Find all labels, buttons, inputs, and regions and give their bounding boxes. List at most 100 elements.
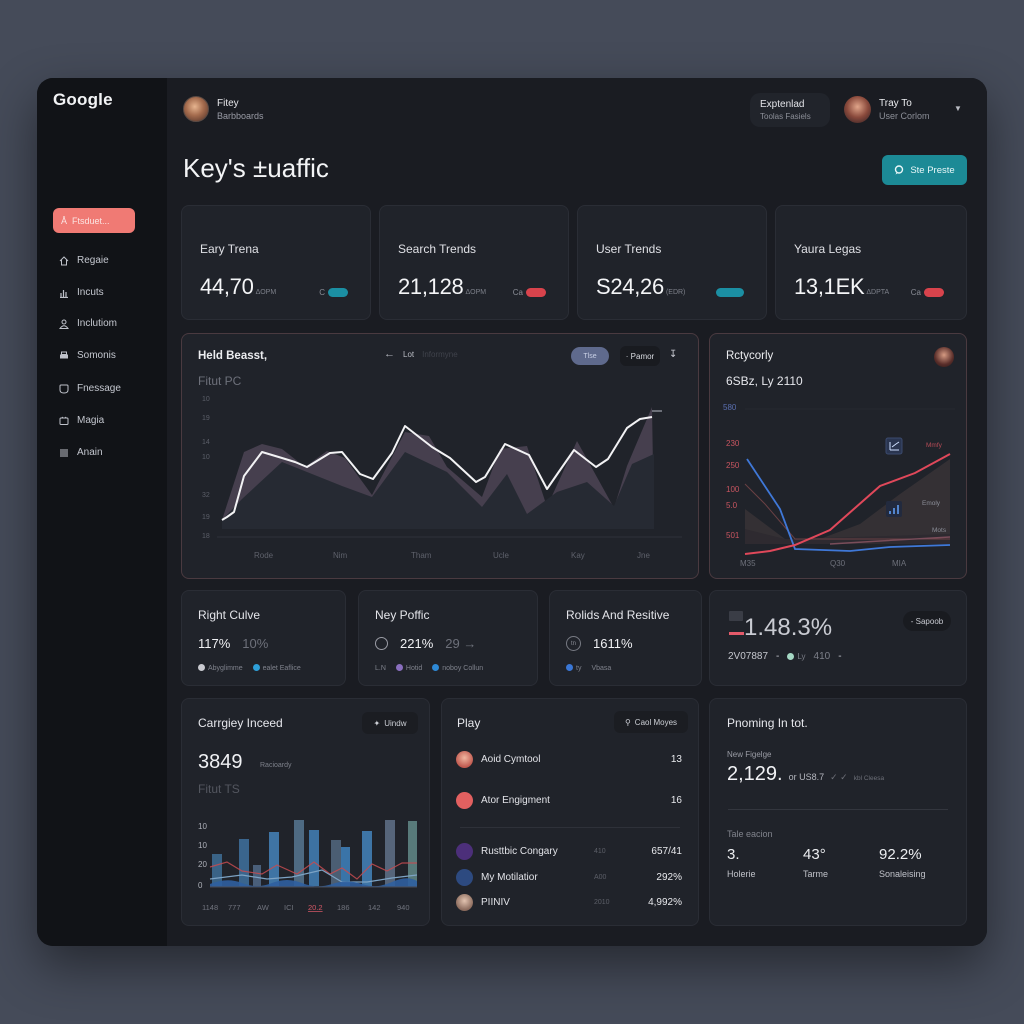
motivation-icon [456,869,473,886]
window-label: Uindw [384,718,407,728]
sidebar-item-label: Anain [77,447,103,458]
legend-item: Hotid [395,664,422,672]
kpi-number: 13,1EK [794,274,865,299]
metric-card[interactable]: Ney Poffic 221% 29 → L.N Hotid noboy Col… [358,590,538,686]
sidebar-item-incuts[interactable]: Incuts [59,287,104,298]
kpi-card[interactable]: Search Trends 21,128 ΔOPM Ca [379,205,569,320]
sub-right: 410 [813,651,831,662]
item-name: My Motilatior [481,872,538,883]
kpi-unit: ΔOPM [255,289,277,296]
toggle-label: Ca [910,288,921,297]
kpi-toggle[interactable] [716,288,744,297]
chat-bubble-icon [895,165,904,175]
metric-card[interactable]: Rolids And Resitive tn 1611% ty Vbasa [549,590,702,686]
sidebar-item-anain[interactable]: Anain [59,447,103,458]
metric-card[interactable]: Right Culve 117% 10% Abyglimme ealet Eaf… [181,590,346,686]
avatar[interactable] [934,347,954,367]
area-chart: 10 19 14 10 32 19 18 Rode Nim Tham Uc [202,396,682,560]
kpi-card[interactable]: Eary Trena 44,70 ΔOPM C [181,205,371,320]
page-title: Key's ±uaffic [183,153,329,183]
sidebar-item-regaie[interactable]: Regaie [59,255,109,266]
svg-text:20.2: 20.2 [308,903,323,912]
svg-text:Emoly: Emoly [922,500,941,507]
svg-text:10: 10 [202,454,210,461]
search-icon: ⚲ [624,717,631,727]
arrow-left-icon[interactable]: ← [384,348,395,360]
svg-text:777: 777 [228,903,241,912]
sidebar-item-fnessage[interactable]: Fnessage [59,383,121,394]
brand-logo[interactable]: Google [53,90,113,109]
promo-stats-card: Pnoming In tot. New Figelge 2,129. or US… [709,698,967,926]
bar-card-value-label: Racioardy [260,762,292,769]
search-button[interactable]: ⚲ Caol Moyes [614,711,688,733]
legend-item: ealet Eaflice [252,664,301,672]
kpi-card[interactable]: User Trends S24,26 (EDR) [577,205,767,320]
period-button[interactable]: - Sapoob [903,611,951,631]
item-name: PIINIV [481,897,510,908]
list-item[interactable]: Aoid Cymtool 13 [456,751,682,768]
sidebar-item-label: Incuts [77,287,104,298]
svg-text:100: 100 [726,485,740,494]
metric-secondary: 29 → [445,636,477,651]
extension-button[interactable]: Exptenlad Toolas Fasiels [750,93,830,127]
kpi-toggle[interactable]: Ca [513,288,546,297]
sidebar: Google Å Ftsduet... Regaie Incuts Inclut… [37,78,167,946]
chart-title: Held Beasst, [198,350,268,362]
account-icon: Å [61,215,68,226]
item-meta: A00 [594,874,607,881]
list-item[interactable]: My Motilatior A00 292% [456,869,682,886]
list-item[interactable]: Rusttbic Congary 410 657/41 [456,843,682,860]
kpi-toggle[interactable]: Ca [911,288,944,297]
kpi-card[interactable]: Yaura Legas 13,1EK ΔDPTA Ca [775,205,967,320]
svg-text:32: 32 [202,492,210,499]
promo-badge: kbl Cleesa [853,775,885,782]
chart-title: Carrgiey Inceed [198,716,283,730]
tag-icon: tn [566,636,581,651]
legend-item: Vbasa [591,664,612,672]
sidebar-item-inclutiom[interactable]: Inclutiom [59,318,117,329]
kpi-number: S24,26 [596,274,664,299]
metric-title: Ney Poffic [375,608,430,622]
primary-action-button[interactable]: Ste Preste [882,155,967,185]
toggle-switch[interactable] [924,288,944,297]
sidebar-item-label: Somonis [77,350,116,361]
svg-text:14: 14 [202,439,210,446]
chevron-down-icon[interactable]: ▼ [954,104,962,113]
svg-text:Mots: Mots [932,527,947,534]
profile-avatar [844,96,871,123]
list-item[interactable]: PIINIV 2010 4,992% [456,894,682,911]
sidebar-item-somonis[interactable]: Somonis [59,350,116,361]
sort-icon[interactable]: ↧ [669,349,678,360]
svg-text:MIA: MIA [892,559,907,568]
filter-label: Pamor [630,351,655,361]
svg-text:10: 10 [198,841,207,850]
user-icon [59,319,69,329]
svg-text:230: 230 [726,439,740,448]
item-value: 13 [670,754,682,765]
toggle-switch[interactable] [716,288,744,297]
kpi-number: 44,70 [200,274,254,299]
toggle-switch[interactable] [328,288,348,297]
chart-subtitle: Fitut PC [198,374,242,388]
extension-title: Exptenlad [760,99,805,110]
kpi-title: Eary Trena [200,242,259,256]
filter-button[interactable]: · Pamor [620,346,660,366]
profile-menu[interactable]: Tray To User Corlom [844,96,930,123]
toggle-switch[interactable] [526,288,546,297]
chart-nav-label[interactable]: Lot [403,349,415,359]
check-icon: ✓ ✓ [830,772,848,782]
stat-label: New Figelge [727,750,772,759]
current-user[interactable]: Fitey Barbboards [183,96,264,122]
list-item[interactable]: Ator Engigment 16 [456,792,682,809]
line-chart: 580 230 250 100 5.0 501 [723,403,955,568]
sidebar-item-magia[interactable]: Magia [59,415,104,426]
search-label: Caol Moyes [634,717,678,727]
user-subtitle: Barbboards [217,110,264,121]
sidebar-item-label: Inclutiom [77,318,118,329]
window-button[interactable]: ✦ Uindw [362,712,418,734]
range-toggle-button[interactable]: Tlse [571,347,609,365]
bar-card-value: 3849 [198,751,243,773]
kpi-toggle[interactable]: C [319,288,348,297]
message-icon [59,384,69,394]
sidebar-item-active[interactable]: Å Ftsduet... [53,208,135,233]
